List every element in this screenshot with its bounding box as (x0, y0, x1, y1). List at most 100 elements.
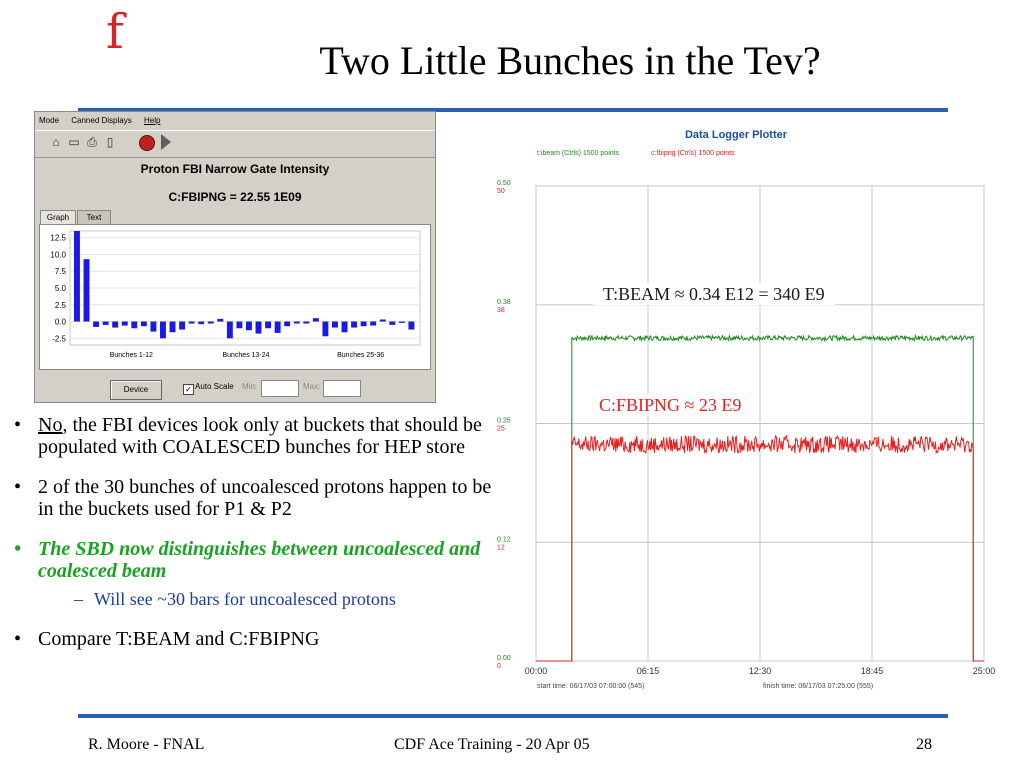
slide-title: Two Little Bunches in the Tev? (319, 38, 821, 83)
bunch-group-label: Bunches 1-12 (110, 352, 153, 359)
plot-y-tick-beam: 0.38 (497, 299, 511, 306)
device-reading: C:FBIPNG = 22.55 1E09 (168, 190, 302, 204)
max-label: Max: (303, 382, 321, 391)
plot-y-tick-beam: 0.12 (497, 536, 511, 543)
panel-title: Proton FBI Narrow Gate Intensity (140, 162, 330, 176)
bunch-bar (255, 321, 262, 334)
document-icon[interactable]: ▯ (106, 135, 114, 149)
bunch-bar (93, 321, 100, 327)
bullet-underline: No (38, 414, 63, 436)
footer-author: R. Moore - FNAL (88, 736, 205, 753)
bunch-bar (236, 321, 243, 329)
plot-y-tick-fbipng: 25 (497, 426, 505, 433)
max-input[interactable] (323, 380, 361, 397)
bunch-bar (341, 321, 348, 333)
plot-x-tick: 18:45 (861, 666, 884, 676)
bunch-graph-area: 12.5 10.0 7.5 5.0 2.5 0.0 -2.5 Bunches 1-12 Bunc… (39, 224, 431, 370)
bunch-bar (389, 321, 396, 325)
display-icon[interactable]: ▭ (68, 135, 80, 149)
tab-text[interactable]: Text (77, 210, 111, 224)
toolbar: ⌂ ▭ ⎙ ▯ (35, 130, 435, 158)
bunch-bar (332, 321, 338, 328)
series-beam-line (536, 333, 984, 662)
bunch-y-tick: 7.5 (55, 267, 67, 276)
bullet-item: • Compare T:BEAM and C:FBIPNG (14, 628, 320, 650)
bunch-bar (265, 321, 272, 329)
bunch-y-tick: 2.5 (55, 301, 67, 310)
annotation-beam: T:BEAM ≈ 0.34 E12 = 340 E9 (593, 283, 835, 305)
bullet-item: • 2 of the 30 bunches of uncoalesced pro… (14, 476, 492, 520)
tab-graph[interactable]: Graph (40, 210, 76, 224)
bunch-bar (169, 321, 176, 333)
bunch-bar (379, 319, 386, 322)
bunch-bar (303, 321, 310, 324)
print-icon[interactable]: ⎙ (87, 135, 97, 149)
bullet-item-highlight: • The SBD now distinguishes between unco… (14, 538, 481, 582)
legend-beam: t:ibeam (Ctrls) 1500 points (537, 150, 620, 157)
bunch-bar (322, 321, 329, 337)
min-label: Min: (242, 382, 258, 391)
plot-grid (535, 185, 985, 662)
bunch-bar (150, 321, 157, 332)
bunch-group-label: Bunches 25-36 (337, 352, 384, 359)
menu-help[interactable]: Help (143, 116, 161, 125)
bunch-bar (293, 321, 300, 324)
annotation-fbipng: C:FBIPNG ≈ 23 E9 (589, 394, 752, 416)
bunch-bar (207, 321, 214, 324)
plot-x-tick: 12:30 (749, 666, 772, 676)
bunch-bar (188, 321, 195, 324)
bullet-text: , the FBI devices look only at buckets t… (38, 414, 482, 458)
sub-bullet-text: Will see ~30 bars for uncoalesced proton… (94, 589, 396, 609)
bunch-bar (274, 321, 281, 333)
plot-y-tick-beam: 0.25 (497, 418, 511, 425)
bunch-bar (74, 231, 80, 322)
plotter-chart: Data Logger Plotter t:ibeam (Ctrls) 1500… (497, 129, 995, 690)
plot-y-tick-fbipng: 50 (497, 188, 505, 195)
bullet-item: • No, the FBI devices look only at bucke… (14, 414, 482, 458)
legend-fbipng: c:fbipng (Ctrls) 1500 points (651, 150, 735, 157)
plot-y-tick-beam: 0.00 (497, 655, 511, 662)
plot-series (536, 333, 984, 662)
bunch-bar (312, 318, 319, 322)
plot-x-tick: 06:15 (637, 666, 660, 676)
finish-time-label: finish time: 06/17/03 07:25:00 (555) (763, 683, 873, 690)
bunch-bar (112, 321, 119, 328)
bunch-bar (131, 321, 138, 329)
menu-mode[interactable]: Mode (39, 116, 60, 125)
bunch-bar (226, 321, 233, 339)
stop-icon[interactable] (139, 135, 155, 151)
sub-bullet-item: – Will see ~30 bars for uncoalesced prot… (74, 589, 396, 609)
bunch-bar (398, 321, 405, 323)
bunch-bar (160, 321, 166, 339)
plot-y-tick-fbipng: 38 (497, 307, 505, 314)
home-icon[interactable]: ⌂ (52, 135, 60, 149)
plot-x-tick: 25:00 (973, 666, 996, 676)
bunch-y-tick: -2.5 (52, 334, 66, 343)
bunch-bar (360, 321, 367, 327)
min-input[interactable] (261, 380, 299, 397)
bunch-bar (102, 321, 109, 325)
bullet-text: 2 of the 30 bunches of uncoalesced proto… (38, 476, 492, 520)
bullet-text: The SBD now distinguishes between uncoal… (38, 538, 481, 582)
play-icon[interactable] (161, 134, 171, 150)
bunch-bar (179, 321, 186, 330)
plotter-title: Data Logger Plotter (685, 129, 788, 141)
bunch-group-label: Bunches 13-24 (222, 352, 269, 359)
top-rule (78, 108, 948, 112)
bunch-bar (284, 321, 291, 327)
bunch-y-tick: 12.5 (50, 234, 66, 243)
bunch-y-tick: 10.0 (50, 250, 66, 259)
series-fbipng-line (536, 434, 984, 662)
menu-canned-displays[interactable]: Canned Displays (71, 116, 132, 125)
data-logger-plotter: Data Logger Plotter t:ibeam (Ctrls) 1500… (493, 122, 1013, 712)
page-number: 28 (916, 736, 932, 753)
bunch-bar (121, 321, 128, 326)
bunch-bar (408, 321, 415, 330)
plot-y-tick-beam: 0.50 (497, 180, 511, 187)
plot-x-tick: 00:00 (525, 666, 548, 676)
bunch-bar (217, 318, 224, 322)
auto-scale-checkbox[interactable]: ✓ (183, 384, 194, 395)
device-button[interactable]: Device (110, 380, 162, 400)
bunch-bar (351, 321, 358, 328)
